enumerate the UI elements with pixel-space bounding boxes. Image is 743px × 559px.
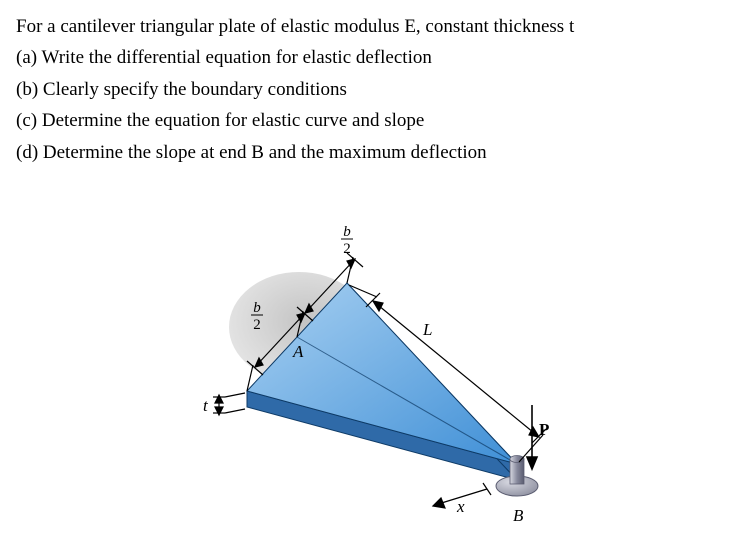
svg-text:b: b xyxy=(253,300,261,316)
label-x: x xyxy=(456,497,465,516)
svg-text:b: b xyxy=(343,224,351,240)
part-text: Determine the slope at end B and the max… xyxy=(43,142,487,163)
figure-container: b 2 b 2 A L P xyxy=(16,207,727,547)
label-t: t xyxy=(203,396,209,415)
label-L: L xyxy=(422,320,432,339)
label-P: P xyxy=(539,420,549,439)
problem-part-a: (a) Write the differential equation for … xyxy=(16,43,727,72)
load-P xyxy=(527,405,537,469)
label-A: A xyxy=(292,342,304,361)
part-text: Clearly specify the boundary conditions xyxy=(43,79,347,100)
dim-b-half-upper-label: b 2 xyxy=(341,224,353,257)
svg-text:2: 2 xyxy=(253,317,261,333)
part-text: Write the differential equation for elas… xyxy=(42,47,432,68)
part-label: (c) xyxy=(16,110,37,131)
problem-part-b: (b) Clearly specify the boundary conditi… xyxy=(16,75,727,104)
part-text: Determine the equation for elastic curve… xyxy=(42,110,425,131)
problem-part-c: (c) Determine the equation for elastic c… xyxy=(16,106,727,135)
part-label: (a) xyxy=(16,47,37,68)
cantilever-figure: b 2 b 2 A L P xyxy=(137,207,607,547)
svg-text:2: 2 xyxy=(343,241,351,257)
problem-part-d: (d) Determine the slope at end B and the… xyxy=(16,138,727,167)
part-label: (d) xyxy=(16,142,38,163)
problem-intro: For a cantilever triangular plate of ela… xyxy=(16,12,727,41)
part-label: (b) xyxy=(16,79,38,100)
label-B: B xyxy=(513,506,524,525)
